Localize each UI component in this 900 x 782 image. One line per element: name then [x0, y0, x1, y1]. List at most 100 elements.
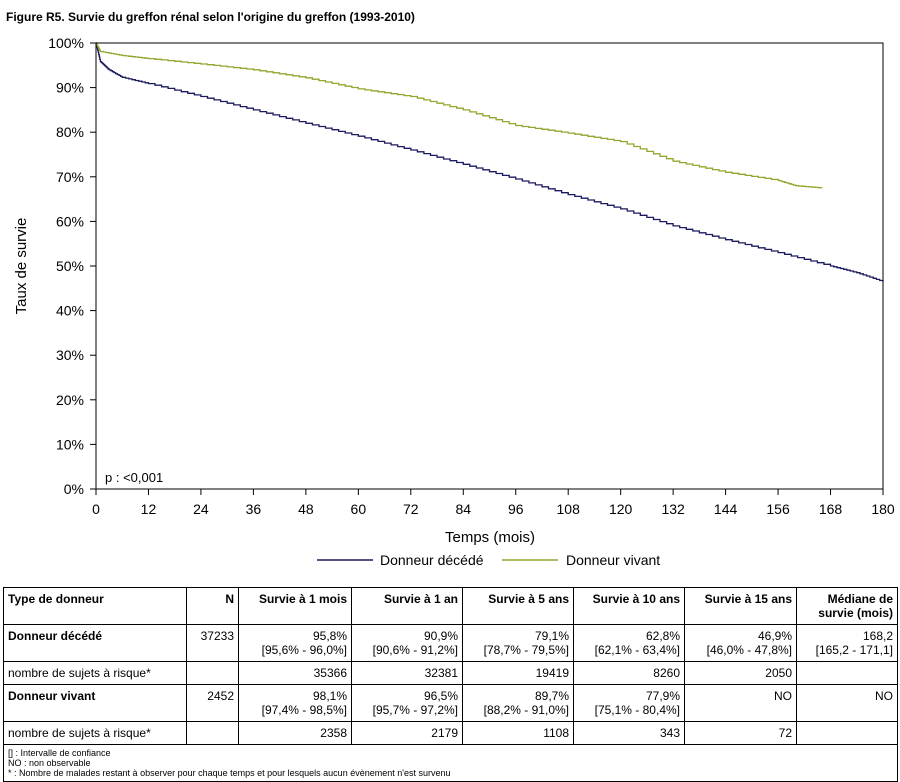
cell-mediane	[796, 721, 898, 745]
value: 89,7%	[534, 689, 569, 703]
cell-mediane: NO	[796, 684, 898, 722]
legend-label-donneur-vivant: Donneur vivant	[566, 552, 660, 568]
cell-survie-15-ans: 2050	[684, 661, 797, 685]
table-row: nombre de sujets à risque* 35366 32381 1…	[3, 661, 898, 685]
note-line: NO : non observable	[8, 758, 91, 768]
x-tick-label: 84	[455, 501, 471, 517]
confidence-interval: [88,2% - 91,0%]	[483, 703, 569, 717]
confidence-interval: [95,7% - 97,2%]	[372, 703, 458, 717]
x-tick-label: 12	[141, 501, 157, 517]
cell-n: 37233	[186, 624, 239, 662]
cell-survie-5-ans: 1108	[462, 721, 574, 745]
cell-survie-1-mois: 95,8% [95,6% - 96,0%]	[238, 624, 352, 662]
confidence-interval: [90,6% - 91,2%]	[372, 643, 458, 657]
cell-survie-1-mois: 2358	[238, 721, 352, 745]
confidence-interval: [46,0% - 47,8%]	[706, 643, 792, 657]
cell-survie-10-ans: 343	[573, 721, 685, 745]
value: 79,1%	[534, 629, 569, 643]
y-tick-label: 0%	[64, 481, 84, 497]
cell-survie-1-an: 96,5% [95,7% - 97,2%]	[351, 684, 463, 722]
x-tick-label: 96	[508, 501, 524, 517]
y-tick-label: 70%	[56, 169, 84, 185]
x-axis-ticks: 0 12 24 36 48 60 72 84 96 108 120 132 144 156 168 180	[92, 489, 895, 517]
cell-survie-10-ans: 62,8% [62,1% - 63,4%]	[573, 624, 685, 662]
x-tick-label: 60	[351, 501, 367, 517]
cell-survie-1-an: 2179	[351, 721, 463, 745]
cell-mediane	[796, 661, 898, 685]
x-tick-label: 36	[246, 501, 262, 517]
value: 168,2	[862, 629, 893, 643]
cell-mediane: 168,2 [165,2 - 171,1]	[796, 624, 898, 662]
header-survie-5-ans: Survie à 5 ans	[462, 587, 574, 625]
y-tick-label: 10%	[56, 436, 84, 452]
value: 77,9%	[645, 689, 680, 703]
row-label: nombre de sujets à risque*	[3, 721, 187, 745]
cell-survie-5-ans: 79,1% [78,7% - 79,5%]	[462, 624, 574, 662]
table-row: Donneur décédé 37233 95,8% [95,6% - 96,0%…	[3, 624, 898, 662]
cell-n: 2452	[186, 684, 239, 722]
y-tick-label: 40%	[56, 303, 84, 319]
table-row: nombre de sujets à risque* 2358 2179 110…	[3, 721, 898, 745]
value: 98,1%	[312, 689, 347, 703]
row-label: Donneur vivant	[3, 684, 187, 722]
survival-chart: 0% 10% 20% 30% 40% 50% 60% 70% 80% 90% 100% 0 12 24 3…	[13, 35, 895, 568]
confidence-interval: [75,1% - 80,4%]	[594, 703, 680, 717]
series-lines	[95, 42, 884, 282]
cell-n	[186, 661, 239, 685]
y-tick-label: 60%	[56, 213, 84, 229]
p-value-annotation: p : <0,001	[105, 470, 163, 485]
y-tick-label: 50%	[56, 258, 84, 274]
cell-survie-15-ans: 46,9% [46,0% - 47,8%]	[684, 624, 797, 662]
x-tick-label: 48	[298, 501, 314, 517]
cell-survie-5-ans: 89,7% [88,2% - 91,0%]	[462, 684, 574, 722]
series-line-donneur-decede	[95, 42, 884, 282]
y-tick-label: 90%	[56, 80, 84, 96]
y-tick-label: 30%	[56, 347, 84, 363]
x-tick-label: 72	[403, 501, 419, 517]
row-label: Donneur décédé	[3, 624, 187, 662]
confidence-interval: [97,4% - 98,5%]	[261, 703, 347, 717]
x-tick-label: 24	[193, 501, 209, 517]
x-tick-label: 156	[766, 501, 790, 517]
x-tick-label: 108	[557, 501, 581, 517]
legend: Donneur décédé Donneur vivant	[317, 552, 660, 568]
cell-survie-1-mois: 35366	[238, 661, 352, 685]
value: 95,8%	[312, 629, 347, 643]
header-survie-1-mois: Survie à 1 mois	[238, 587, 352, 625]
cell-survie-5-ans: 19419	[462, 661, 574, 685]
x-tick-label: 120	[609, 501, 633, 517]
y-axis-ticks: 0% 10% 20% 30% 40% 50% 60% 70% 80% 90% 100%	[48, 35, 96, 497]
confidence-interval: [62,1% - 63,4%]	[594, 643, 680, 657]
header-survie-10-ans: Survie à 10 ans	[573, 587, 685, 625]
x-tick-label: 0	[92, 501, 100, 517]
confidence-interval: [165,2 - 171,1]	[815, 643, 893, 657]
note-line: * : Nombre de malades restant à observer…	[8, 768, 451, 778]
cell-survie-10-ans: 77,9% [75,1% - 80,4%]	[573, 684, 685, 722]
series-line-donneur-vivant	[95, 42, 823, 189]
header-survie-15-ans: Survie à 15 ans	[684, 587, 797, 625]
value: 62,8%	[645, 629, 680, 643]
y-tick-label: 20%	[56, 392, 84, 408]
cell-survie-1-mois: 98,1% [97,4% - 98,5%]	[238, 684, 352, 722]
legend-label-donneur-decede: Donneur décédé	[380, 552, 484, 568]
figure-title: Figure R5. Survie du greffon rénal selon…	[6, 10, 415, 24]
y-tick-label: 100%	[48, 35, 84, 51]
value: 96,5%	[423, 689, 458, 703]
header-survie-1-an: Survie à 1 an	[351, 587, 463, 625]
cell-survie-1-an: 90,9% [90,6% - 91,2%]	[351, 624, 463, 662]
cell-survie-10-ans: 8260	[573, 661, 685, 685]
value: 46,9%	[757, 629, 792, 643]
cell-survie-15-ans: NO	[684, 684, 797, 722]
header-mediane-survie: Médiane de survie (mois)	[796, 587, 898, 625]
table-notes: [] : Intervalle de confiance NO : non ob…	[3, 744, 898, 782]
confidence-interval: [78,7% - 79,5%]	[483, 643, 569, 657]
plot-frame	[95, 42, 884, 490]
header-n: N	[186, 587, 239, 625]
y-axis-label: Taux de survie	[13, 218, 30, 315]
confidence-interval: [95,6% - 96,0%]	[261, 643, 347, 657]
table-row: Donneur vivant 2452 98,1% [97,4% - 98,5%]…	[3, 684, 898, 722]
table-header-row: Type de donneur N Survie à 1 mois Survie…	[3, 587, 898, 625]
cell-survie-15-ans: 72	[684, 721, 797, 745]
cell-n	[186, 721, 239, 745]
row-label: nombre de sujets à risque*	[3, 661, 187, 685]
